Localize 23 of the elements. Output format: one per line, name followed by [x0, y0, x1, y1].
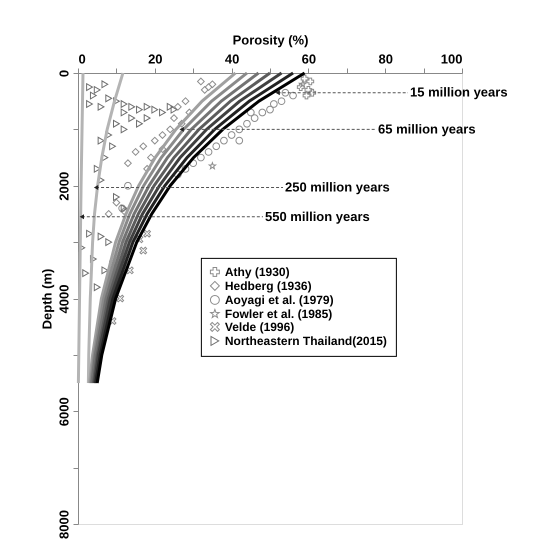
- x-tick-label: 0: [78, 52, 86, 66]
- x-tick-label: 20: [148, 52, 163, 66]
- x-axis-title: Porosity (%): [232, 32, 308, 48]
- y-tick-label: 0: [56, 70, 72, 78]
- y-axis-title: Depth (m): [40, 268, 54, 330]
- legend-label: Athy (1930): [224, 264, 290, 279]
- legend-label: Aoyagi et al. (1979): [224, 292, 334, 307]
- legend-label: Hedberg (1936): [224, 278, 312, 293]
- annotation: 250 million years: [285, 179, 390, 194]
- x-tick-label: 100: [440, 52, 462, 66]
- annotation: 65 million years: [378, 121, 476, 136]
- annotation: 550 million years: [265, 208, 370, 224]
- legend-label: Fowler et al. (1985): [224, 306, 332, 321]
- y-tick-label: 6000: [56, 397, 72, 426]
- y-tick-label: 2000: [56, 172, 72, 201]
- x-tick-label: 60: [302, 52, 316, 66]
- x-tick-label: 80: [378, 52, 393, 66]
- annotation: 15 million years: [410, 84, 508, 100]
- y-tick-label: 4000: [56, 284, 72, 314]
- legend-label: Northeastern Thailand(2015): [224, 334, 387, 348]
- y-tick-label: 8000: [56, 510, 72, 539]
- x-tick-label: 40: [224, 52, 240, 66]
- legend-label: Velde (1996): [224, 320, 294, 334]
